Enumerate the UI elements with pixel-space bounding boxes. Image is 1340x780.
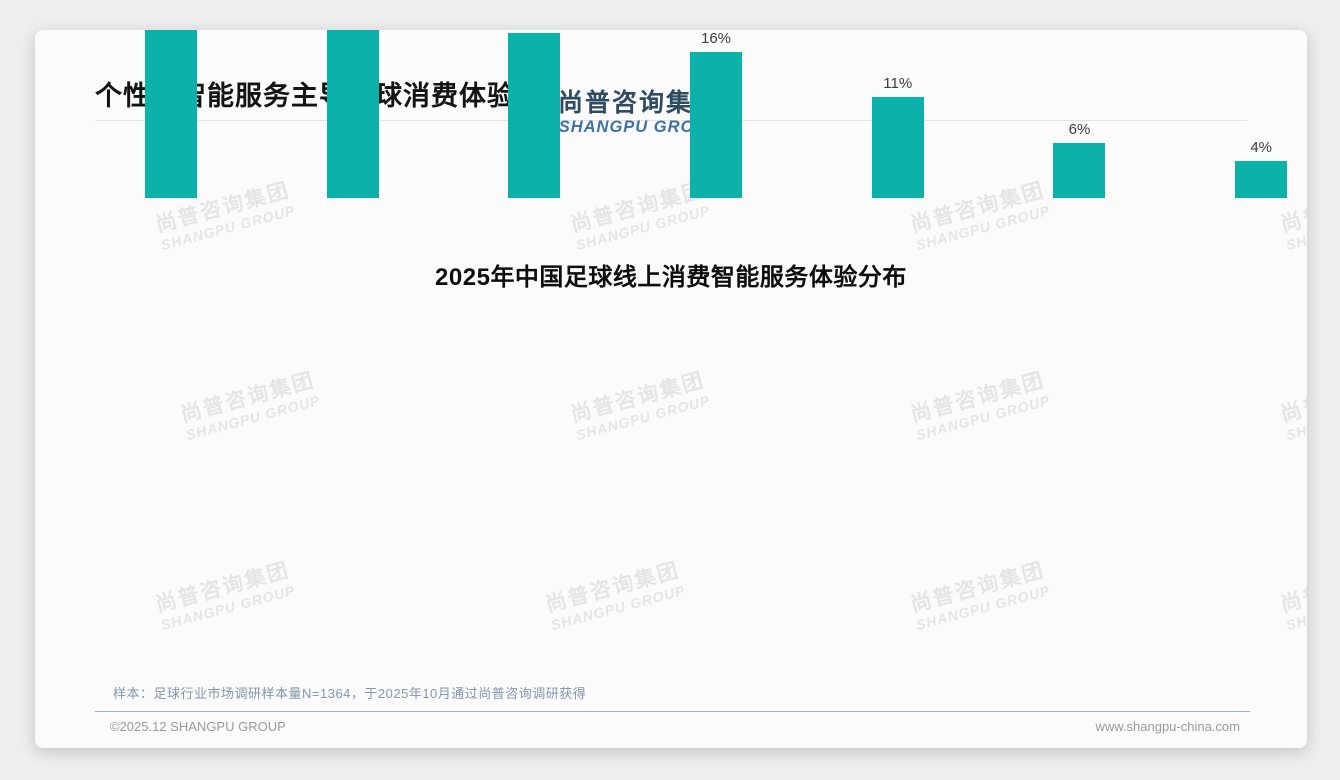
footer-row: ©2025.12 SHANGPU GROUP www.shangpu-china… [110, 719, 1240, 734]
bar-group: 16% [625, 30, 807, 198]
bar-group: 11% [807, 75, 989, 198]
bar-group: 24% [80, 30, 262, 198]
bar-value-label: 6% [1068, 120, 1091, 138]
bar-group: 6% [989, 121, 1171, 198]
bar [326, 30, 379, 198]
bar-value-label: 4% [1250, 139, 1273, 157]
bar-value-label: 11% [883, 75, 913, 93]
bar [690, 51, 743, 198]
bars-container: 24%21%18% 16% 11% 6% 4% [80, 30, 1307, 198]
logo-english-text: SHANGPU GROUP [558, 117, 720, 136]
chart-title: 2025年中国足球线上消费智能服务体验分布 [435, 263, 907, 291]
bar-chart: 2025年中国足球线上消费智能服务体验分布 24%21%18% 16% 11% 6% 4… [35, 30, 1307, 416]
bar-group: 21% [262, 30, 444, 198]
slide-card: 尚普咨询集团 SHANGPU GROUP 尚普咨询集团 SHANGPU GROUP 尚普… [35, 30, 1307, 748]
bar [508, 33, 561, 198]
bar [144, 30, 197, 198]
bar-value-label: 16% [701, 30, 732, 47]
bar [1053, 142, 1106, 198]
bar-group: 4% [1170, 139, 1307, 198]
bar-group: 18% [443, 30, 625, 198]
bar [1235, 161, 1288, 198]
footer-divider [95, 711, 1250, 712]
sample-note: 样本：足球行业市场调研样本量N=1364，于2025年10月通过尚普咨询调研获得 [113, 686, 587, 701]
bar [871, 97, 924, 198]
website-link[interactable]: www.shangpu-china.com [1095, 719, 1240, 734]
copyright-text: ©2025.12 SHANGPU GROUP [110, 719, 286, 734]
header-divider [95, 120, 1247, 121]
